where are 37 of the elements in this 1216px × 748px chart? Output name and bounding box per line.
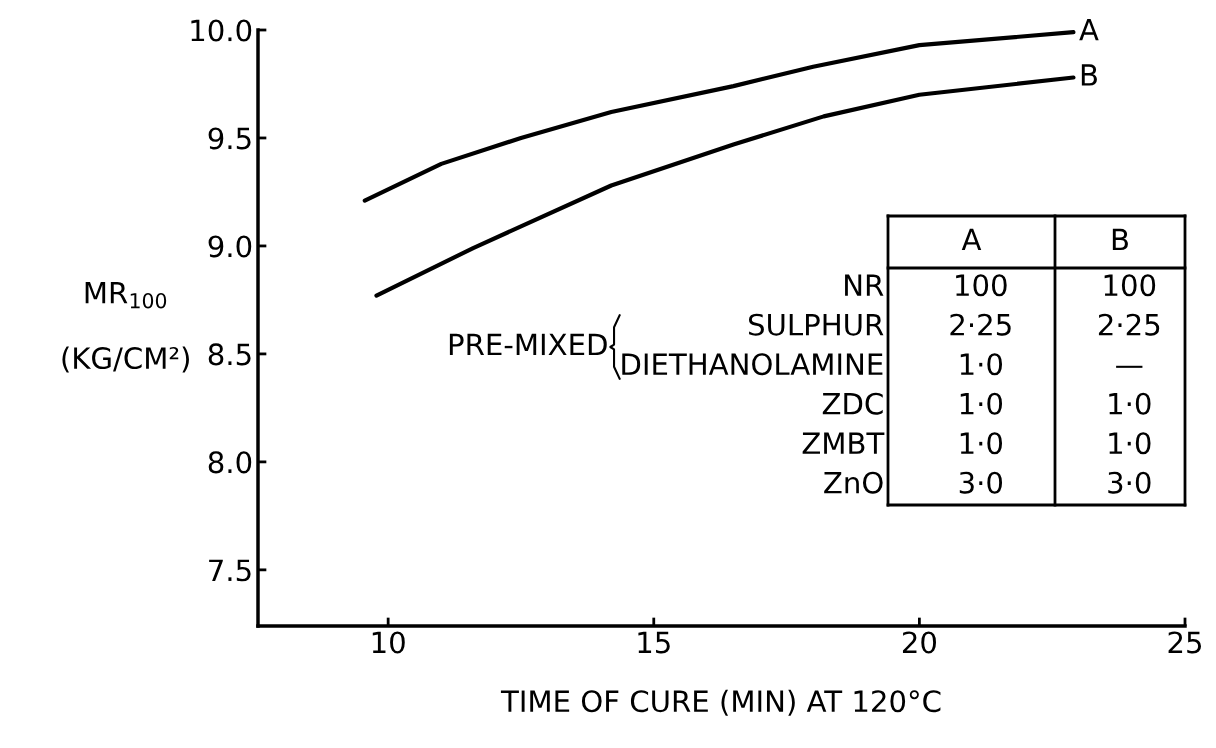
annotation: 3·0 <box>959 471 1003 494</box>
annotation: 2·25 <box>950 313 1011 336</box>
y-tick-label: 8.5 <box>208 343 251 366</box>
x-tick-label: 10 <box>372 631 405 654</box>
annotation: PRE-MIXED <box>449 333 607 356</box>
y-tick-label: 10.0 <box>191 19 252 42</box>
annotation: 100 <box>1104 274 1156 297</box>
line-series <box>362 30 1076 203</box>
x-tick-label: 20 <box>902 631 936 654</box>
annotation: 1·0 <box>1109 432 1151 455</box>
annotation: 3·0 <box>1108 471 1151 494</box>
x-tick-label: 15 <box>638 631 670 654</box>
series-label: A <box>1079 18 1099 41</box>
annotation: 1·0 <box>960 392 1003 415</box>
annotation: A <box>961 228 982 251</box>
line-series <box>374 75 1076 298</box>
annotation: NR <box>845 274 884 296</box>
annotation: DIETHANOLAMINE <box>622 353 883 376</box>
text: MR$_{100}$ (KG/CM²) <box>62 282 189 373</box>
y-tick-label: 8.0 <box>208 451 252 474</box>
annotation: B <box>1112 228 1128 251</box>
annotation: — <box>1116 365 1143 368</box>
annotation: ZnO <box>824 471 883 494</box>
x-tick-label: 25 <box>1168 631 1202 654</box>
y-tick-label: 7.5 <box>209 559 251 582</box>
annotation: 1·0 <box>960 432 1003 455</box>
annotation: ZDC <box>822 392 883 415</box>
annotation: 1·0 <box>1109 392 1151 415</box>
y-tick-label: 9.0 <box>208 235 252 258</box>
annotation: 100 <box>956 274 1007 297</box>
annotation: 1·0 <box>960 353 1003 376</box>
annotation: SULPHUR <box>748 313 884 336</box>
series-label: B <box>1081 64 1097 86</box>
annotation: 2·25 <box>1098 313 1160 336</box>
y-tick-label: 9.5 <box>208 127 251 150</box>
x-axis-title: TIME OF CURE (MIN) AT 120°C <box>500 689 941 716</box>
annotation: ZMBT <box>802 432 885 454</box>
